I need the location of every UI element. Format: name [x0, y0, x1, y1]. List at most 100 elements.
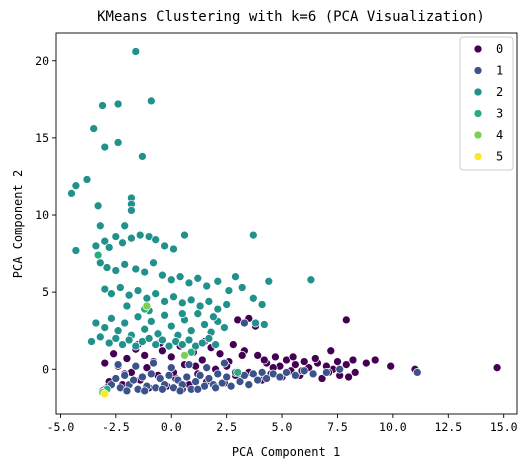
cluster-5-point — [100, 389, 110, 399]
cluster-0-point — [109, 349, 118, 359]
cluster-2-point — [197, 338, 207, 348]
cluster-1-point — [140, 386, 150, 396]
cluster-0-point — [158, 346, 167, 356]
cluster-0-point — [341, 315, 351, 325]
cluster-2-point — [257, 300, 267, 309]
cluster-2-point — [111, 334, 121, 343]
cluster-2-point — [151, 235, 161, 245]
cluster-2-point — [180, 230, 189, 240]
cluster-2-point — [142, 293, 152, 303]
cluster-2-point — [71, 181, 81, 191]
cluster-2-point — [186, 326, 196, 336]
x-tick-label: 10.0 — [379, 420, 407, 434]
y-tick-label: 10 — [35, 208, 49, 222]
cluster-2-point — [169, 292, 178, 302]
cluster-0-point — [142, 363, 152, 373]
y-tick-label: 15 — [35, 131, 49, 145]
cluster-2-point — [95, 332, 105, 342]
cluster-2-point — [133, 286, 143, 295]
cluster-2-point — [100, 284, 110, 294]
cluster-0-point — [350, 368, 360, 377]
cluster-1-point — [412, 368, 422, 377]
cluster-1-point — [166, 363, 176, 373]
x-tick-label: 0.0 — [161, 420, 182, 434]
cluster-0-point — [122, 354, 132, 363]
cluster-0-point — [386, 361, 396, 371]
y-tick-label: 20 — [35, 54, 49, 68]
cluster-2-point — [95, 221, 105, 231]
cluster-4-point — [180, 351, 189, 360]
cluster-2-point — [248, 293, 258, 303]
cluster-1-point — [158, 384, 167, 394]
cluster-1-point — [253, 375, 263, 385]
cluster-2-point — [151, 289, 161, 299]
cluster-2-point — [177, 298, 187, 308]
cluster-2-point — [213, 276, 223, 286]
cluster-2-point — [100, 323, 110, 332]
cluster-2-point — [251, 318, 260, 328]
cluster-0-point — [370, 355, 380, 365]
cluster-2-point — [107, 289, 116, 299]
cluster-2-point — [113, 326, 123, 336]
cluster-2-point — [138, 152, 147, 161]
cluster-2-point — [118, 238, 127, 248]
cluster-2-point — [144, 334, 154, 343]
plot-area-frame — [55, 32, 518, 415]
cluster-1-point — [244, 380, 254, 390]
cluster-1-point — [195, 371, 205, 380]
cluster-2-point — [111, 232, 121, 241]
cluster-1-point — [248, 369, 258, 379]
cluster-0-point — [344, 372, 353, 382]
cluster-2-point — [209, 312, 218, 322]
cluster-1-point — [322, 368, 331, 377]
cluster-2-point — [204, 297, 214, 306]
cluster-1-point — [211, 383, 220, 393]
cluster-1-point — [291, 371, 300, 380]
cluster-2-point — [175, 272, 185, 282]
cluster-2-point — [248, 230, 258, 240]
cluster-0-point — [215, 349, 225, 359]
cluster-0-point — [492, 363, 502, 373]
cluster-0-point — [100, 358, 110, 368]
cluster-0-point — [197, 355, 207, 365]
cluster-1-point — [204, 374, 214, 383]
cluster-2-point — [166, 275, 176, 285]
cluster-2-point — [160, 297, 169, 306]
legend-label-2: 2 — [496, 85, 503, 99]
cluster-2-point — [120, 221, 130, 231]
cluster-2-point — [87, 337, 96, 346]
cluster-2-point — [133, 312, 143, 322]
cluster-2-point — [224, 286, 234, 295]
cluster-1-point — [335, 364, 345, 374]
cluster-1-point — [155, 374, 165, 383]
cluster-2-point — [200, 320, 209, 329]
cluster-2-point — [160, 310, 169, 320]
cluster-2-point — [158, 270, 167, 280]
legend-label-5: 5 — [496, 150, 503, 164]
cluster-1-point — [111, 374, 121, 383]
cluster-1-point — [217, 378, 227, 388]
cluster-2-point — [111, 266, 121, 275]
legend-marker-3 — [473, 109, 483, 118]
cluster-2-point — [193, 309, 203, 319]
cluster-2-point — [113, 99, 123, 109]
cluster-2-point — [186, 295, 196, 305]
cluster-2-point — [306, 275, 316, 285]
cluster-2-point — [82, 175, 92, 184]
cluster-1-point — [222, 372, 232, 382]
cluster-2-point — [184, 278, 194, 288]
cluster-2-point — [195, 301, 205, 311]
cluster-2-point — [104, 243, 114, 252]
cluster-1-point — [149, 358, 158, 368]
cluster-2-point — [220, 323, 229, 332]
cluster-0-point — [288, 352, 298, 362]
cluster-0-point — [299, 357, 309, 366]
cluster-2-point — [264, 276, 274, 286]
cluster-2-point — [202, 281, 212, 291]
cluster-1-point — [220, 358, 229, 368]
cluster-1-point — [175, 386, 185, 396]
cluster-1-point — [257, 368, 267, 377]
cluster-0-point — [237, 351, 247, 360]
cluster-1-point — [138, 372, 147, 382]
cluster-2-point — [149, 258, 158, 268]
